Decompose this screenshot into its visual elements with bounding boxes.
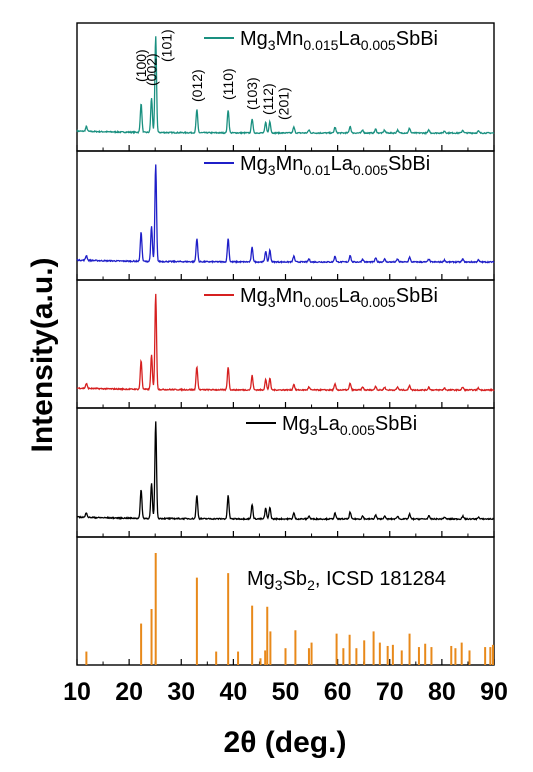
x-tick-label: 30 xyxy=(167,678,195,706)
x-tick-label: 80 xyxy=(428,678,456,706)
panel-series-3: Mg3Mn0.005La0.005SbBi xyxy=(76,279,495,409)
hkl-label: (110) xyxy=(220,68,236,100)
panel-series-4: Mg3La0.005SbBi xyxy=(76,407,495,538)
hkl-label: (101) xyxy=(159,29,175,62)
hkl-label: (103) xyxy=(244,77,260,110)
hkl-label: (002) xyxy=(144,53,160,86)
hkl-label: (112) xyxy=(260,83,276,115)
x-tick-label: 70 xyxy=(376,678,404,706)
legend-label: Mg3La0.005SbBi xyxy=(282,413,417,438)
x-axis-ticks: 10 20 30 40 50 60 70 80 90 xyxy=(63,678,508,706)
series-line xyxy=(76,36,495,136)
panels: Mg3Mn0.015La0.005SbBi (100)(002)(101) (012… xyxy=(76,22,495,666)
x-tick-label: 90 xyxy=(480,678,508,706)
hkl-label: (100) xyxy=(133,49,149,82)
hkl-label: (201) xyxy=(275,87,291,120)
x-tick-label: 40 xyxy=(219,678,247,706)
x-tick-label: 20 xyxy=(115,678,143,706)
panel-frame xyxy=(76,536,495,666)
series-line xyxy=(76,421,495,522)
y-axis-label: Intensity(a.u.) xyxy=(26,257,59,452)
legend-label: Mg3Mn0.005La0.005SbBi xyxy=(240,285,438,310)
x-tick-label: 10 xyxy=(63,678,91,706)
x-tick-label: 60 xyxy=(324,678,352,706)
hkl-labels: (100)(002)(101) (012) (110) (103) (112) (201) xyxy=(133,29,291,120)
panel-series-2: Mg3Mn0.01La0.005SbBi xyxy=(76,150,495,281)
legend-label: Mg3Sb2, ICSD 181284 xyxy=(247,568,446,593)
series-line xyxy=(76,293,495,393)
panel-series-1: Mg3Mn0.015La0.005SbBi (100)(002)(101) (012… xyxy=(76,22,495,152)
x-axis-label: 2θ (deg.) xyxy=(224,726,347,759)
x-tick-label: 50 xyxy=(272,678,300,706)
legend-label: Mg3Mn0.015La0.005SbBi xyxy=(240,28,438,53)
panel-reference: Mg3Sb2, ICSD 181284 xyxy=(76,536,495,666)
legend-label: Mg3Mn0.01La0.005SbBi xyxy=(240,153,430,178)
hkl-label: (012) xyxy=(189,69,205,102)
series-line xyxy=(76,164,495,265)
